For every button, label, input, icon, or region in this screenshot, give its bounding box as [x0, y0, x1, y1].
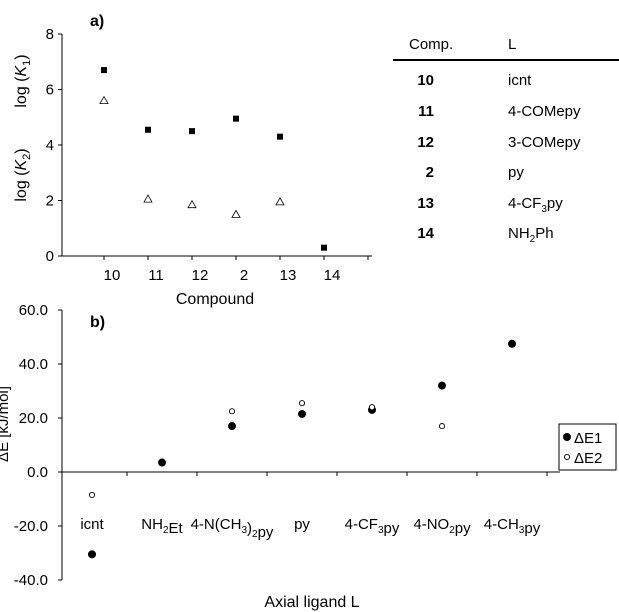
x-tick-label: NH2Et [141, 516, 183, 537]
y-tick-label: 0 [46, 248, 54, 265]
x-tick-label: 14 [324, 267, 341, 284]
y-tick-label: 8 [46, 26, 54, 43]
data-point-k2 [143, 194, 153, 203]
data-point-k1 [101, 67, 107, 74]
panel-a: 0 2 4 6 8 10 11 12 2 13 14 Compound a) log (K1) log (K… [13, 13, 372, 308]
y-tick-label: 40.0 [19, 356, 48, 373]
data-point-k1 [277, 133, 283, 140]
legend-label: ΔE1 [574, 430, 602, 447]
x-tick-label: 10 [104, 267, 121, 284]
data-point-k1 [145, 126, 151, 133]
y-tick-label: 20.0 [19, 410, 48, 427]
x-tick-label: 4-N(CH3)2py [191, 516, 274, 541]
y-tick-label: -40.0 [14, 572, 48, 589]
table-cell-ligand: py [508, 164, 524, 181]
data-point-de2 [438, 423, 446, 430]
data-point-k1 [321, 244, 327, 251]
data-point-k1 [189, 128, 195, 135]
table-cell-comp: 10 [417, 72, 434, 89]
table-cell-ligand: 4-COMepy [508, 103, 581, 120]
table-cell-ligand: icnt [508, 72, 532, 89]
y-axis-label: log (K2) [13, 148, 33, 201]
table-cell-ligand: NH2Ph [508, 225, 554, 245]
data-point-de1 [438, 381, 446, 390]
data-point-de1 [158, 458, 166, 467]
y-axis-label: ΔE [kJ/mol] [0, 386, 12, 462]
x-tick-label: 2 [240, 267, 248, 284]
table-cell-ligand: 3-COMepy [508, 134, 581, 151]
data-point-k2 [187, 199, 197, 209]
x-tick-label: 4-CF3py [345, 516, 400, 537]
x-tick-label: 4-NO2py [413, 516, 471, 537]
y-tick-label: 2 [46, 193, 54, 210]
data-point-k2 [99, 95, 109, 104]
table-cell-comp: 11 [418, 103, 434, 120]
table-cell-comp: 13 [417, 195, 434, 212]
x-tick-label: 12 [192, 267, 209, 284]
data-point-de1 [508, 339, 516, 348]
data-point-de2 [368, 404, 376, 411]
data-point-de2 [88, 491, 96, 499]
legend-marker-de1 [563, 433, 571, 441]
x-tick-label: 4-CH3py [484, 516, 541, 537]
table-header-l: L [508, 36, 517, 53]
table-cell-ligand: 4-CF3py [508, 195, 563, 215]
panel-label: b) [90, 314, 105, 331]
data-point-de2 [298, 400, 306, 407]
legend-marker-de2 [563, 453, 571, 461]
x-axis-label: Axial ligand L [264, 594, 359, 611]
y-tick-label: 60.0 [19, 302, 48, 319]
legend-box [558, 423, 617, 471]
x-tick-label: py [294, 516, 310, 533]
data-point-k2 [231, 209, 241, 218]
data-point-de1 [228, 422, 236, 431]
x-tick-label: 13 [280, 267, 297, 284]
x-axis-label: Compound [176, 291, 254, 308]
y-axis-label: log (K1) [13, 54, 33, 107]
table-cell-comp: 14 [417, 225, 434, 242]
y-tick-label: 0.0 [27, 464, 48, 481]
table-rule [393, 59, 619, 61]
data-point-de2 [228, 408, 236, 415]
table-header-comp: Comp. [409, 36, 454, 53]
data-point-k1 [233, 115, 239, 122]
data-point-de1 [298, 409, 306, 418]
legend-label: ΔE2 [574, 450, 602, 467]
y-tick-label: -20.0 [14, 518, 48, 535]
table-cell-comp: 12 [417, 134, 434, 151]
x-tick-label: icnt [80, 516, 104, 533]
data-point-k2 [275, 197, 285, 206]
panel-label: a) [90, 13, 104, 30]
y-tick-label: 4 [46, 137, 54, 154]
panel-b: -40.0 -20.0 0.0 20.0 40.0 60.0 icnt NH2Et 4-N(CH… [0, 302, 617, 611]
table-cell-comp: 2 [425, 164, 434, 181]
x-tick-label: 11 [148, 267, 164, 284]
data-point-de1 [88, 550, 96, 559]
y-tick-label: 6 [46, 82, 54, 99]
